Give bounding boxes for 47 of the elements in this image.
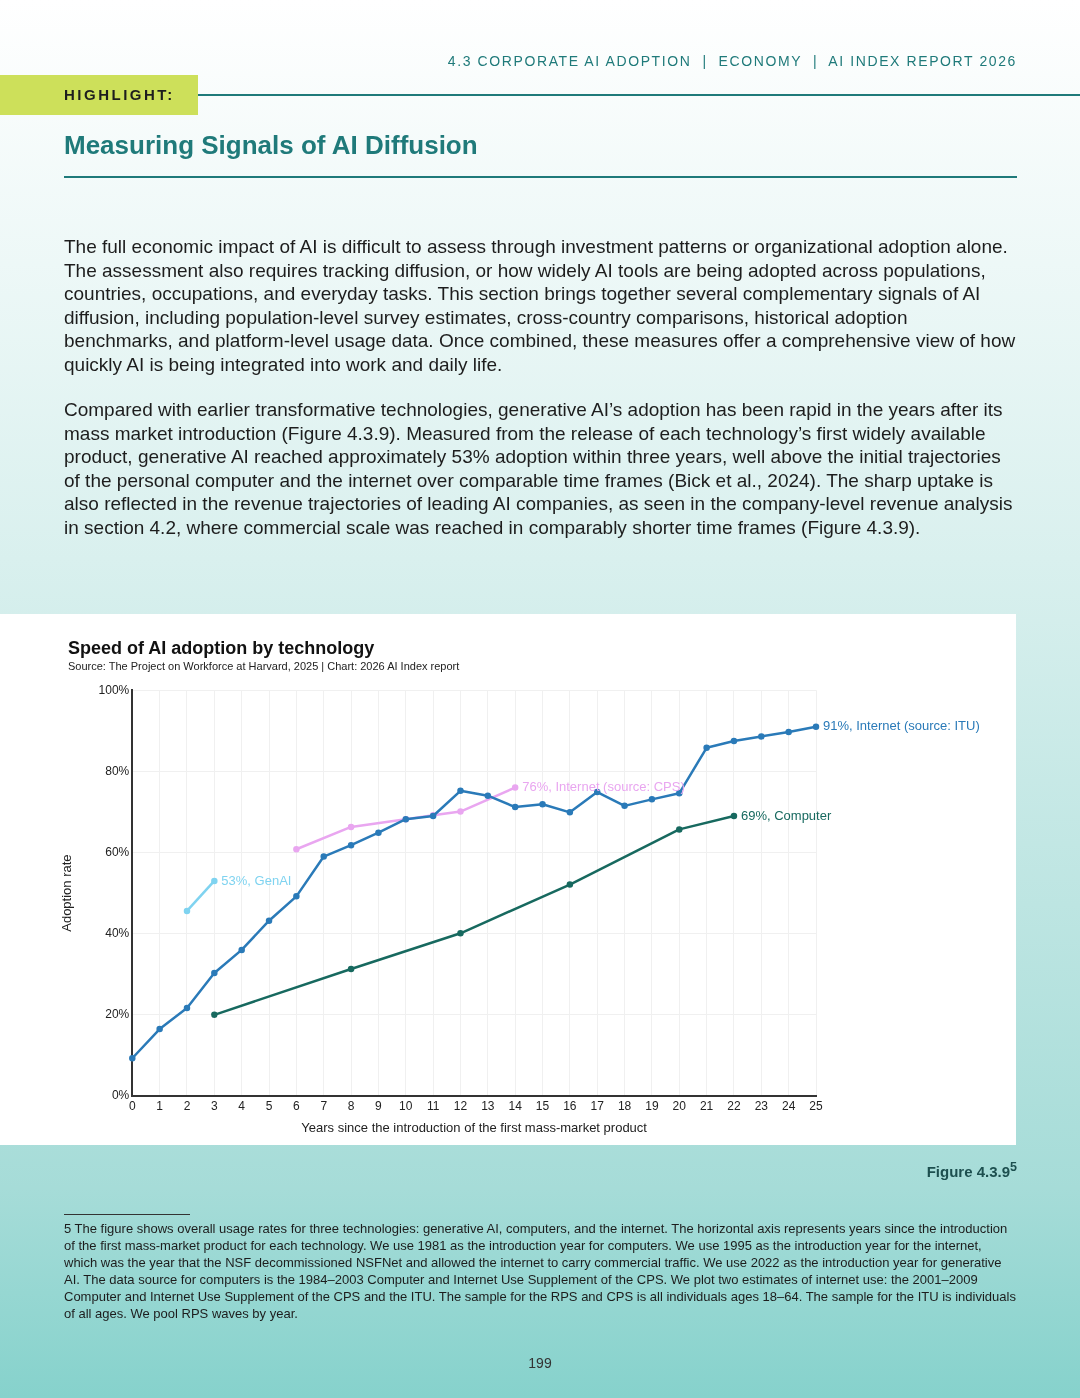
annotation: 91%, Internet (source: ITU) <box>823 718 980 734</box>
y-tick-label: 20% <box>105 1007 130 1022</box>
x-tick-label: 6 <box>293 1098 301 1113</box>
y-tick-label: 0% <box>111 1088 130 1103</box>
x-tick-label: 9 <box>375 1098 383 1113</box>
y-tick-label: 100% <box>98 682 130 697</box>
x-tick-label: 12 <box>453 1098 468 1113</box>
text: 4.3 CORPORATE AI ADOPTION | ECONOMY | AI INDEX REPORT 2026 <box>447 53 1017 69</box>
x-tick-label: 18 <box>617 1098 632 1113</box>
x-tick-label: 8 <box>347 1098 355 1113</box>
caption: Figure 4.3.9$^{5}$ <box>926 1160 1017 1180</box>
annotation: 53%, GenAI <box>221 872 292 888</box>
chart-subtitle: Source: The Project on Workforce at Harvard, 2025 | Chart: 2026 AI Index report <box>68 660 460 672</box>
x-axis-title: Years since the introduction of the first mass-market product <box>301 1119 648 1135</box>
text: The full economic impact of AI is difficult to assess through investment patterns or organizational adoption alone. The assessment also requires tracking diffusion, or how widely AI tools are being adopted across populations, countries, occupations, and everyday tasks. This section brings together several complementary signals of AI diffusion, including population-level survey estimates, cross-country comparisons, historical adoption benchmarks, and platform-level usage data. Once combined, these measures offer a comprehensive view of how quickly AI is being integrated into work and daily life. <box>64 235 1017 376</box>
x-tick-label: 3 <box>210 1098 218 1113</box>
y-axis-title: Adoption rate <box>59 854 75 932</box>
x-tick-label: 7 <box>320 1098 328 1113</box>
x-tick-label: 24 <box>781 1098 796 1113</box>
x-tick-label: 15 <box>535 1098 550 1113</box>
x-tick-label: 1 <box>156 1098 164 1113</box>
text: Measuring Signals of AI Diffusion <box>64 130 478 161</box>
y-tick-label: 80% <box>105 763 130 778</box>
x-tick-label: 4 <box>238 1098 246 1113</box>
x-tick-label: 2 <box>183 1098 191 1113</box>
x-tick-label: 22 <box>727 1098 741 1113</box>
y-tick-label: 40% <box>105 925 130 940</box>
annotation: 69%, Computer <box>740 807 832 823</box>
x-tick-label: 23 <box>754 1098 769 1113</box>
x-tick-label: 11 <box>426 1098 440 1113</box>
x-tick-label: 10 <box>399 1098 413 1113</box>
text: Compared with earlier transformative technologies, generative AI’s adoption has been rapid in the years after its mass market introduction (Figure 4.3.9). Measured from the release of each technology’s first widely available product, generative AI reached approximately 53% adoption within three years, well above the initial trajectories of the personal computer and the internet over comparable time frames (Bick et al., 2024). The sharp uptake is also reflected in the revenue trajectories of leading AI companies, as seen in the company-level revenue analysis in section 4.2, where commercial scale was reached in comparably shorter time frames (Figure 4.3.9). <box>64 398 1014 539</box>
x-tick-label: 25 <box>809 1098 823 1113</box>
x-tick-label: 21 <box>699 1098 714 1113</box>
x-tick-label: 0 <box>128 1098 136 1113</box>
x-tick-label: 16 <box>563 1098 577 1113</box>
text: HIGHLIGHT: <box>64 86 175 103</box>
text: 5 The figure shows overall usage rates for three technologies: generative AI, computers, and the internet. The horizontal axis represents years since the introduction of the first mass-market product for each technology. We use 1981 as the introduction year for computers. We use 1995 as the introduction year for the internet, which was the year that the NSF decommissioned NSFNet and allowed the internet to carry commercial traffic. We use 2022 as the introduction year for generative AI. The data source for computers is the 1984–2003 Computer and Internet Use Supplement of the CPS. We plot two estimates of internet use: the 2001–2009 Computer and Internet Use Supplement of the CPS and the ITU. The sample for the RPS and CPS is all individuals ages 18–64. The sample for the ITU is individuals of all ages. We pool RPS waves by year. <box>64 1220 1016 1322</box>
x-tick-label: 14 <box>508 1098 523 1113</box>
x-tick-label: 20 <box>672 1098 687 1113</box>
x-tick-label: 17 <box>590 1098 605 1113</box>
chart-title: Speed of AI adoption by technology <box>68 638 375 659</box>
y-tick-label: 60% <box>105 844 130 859</box>
text: 199 <box>527 1355 553 1371</box>
x-tick-label: 19 <box>645 1098 659 1113</box>
x-tick-label: 5 <box>265 1098 273 1113</box>
x-tick-label: 13 <box>481 1098 495 1113</box>
